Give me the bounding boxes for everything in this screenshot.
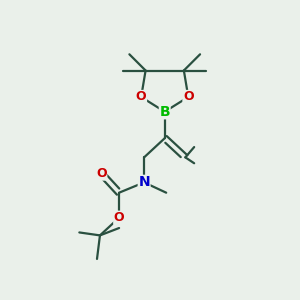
Text: N: N (138, 176, 150, 189)
Text: O: O (136, 91, 146, 103)
Text: O: O (114, 211, 124, 224)
Text: O: O (183, 91, 194, 103)
Text: B: B (159, 105, 170, 119)
Text: O: O (96, 167, 107, 180)
